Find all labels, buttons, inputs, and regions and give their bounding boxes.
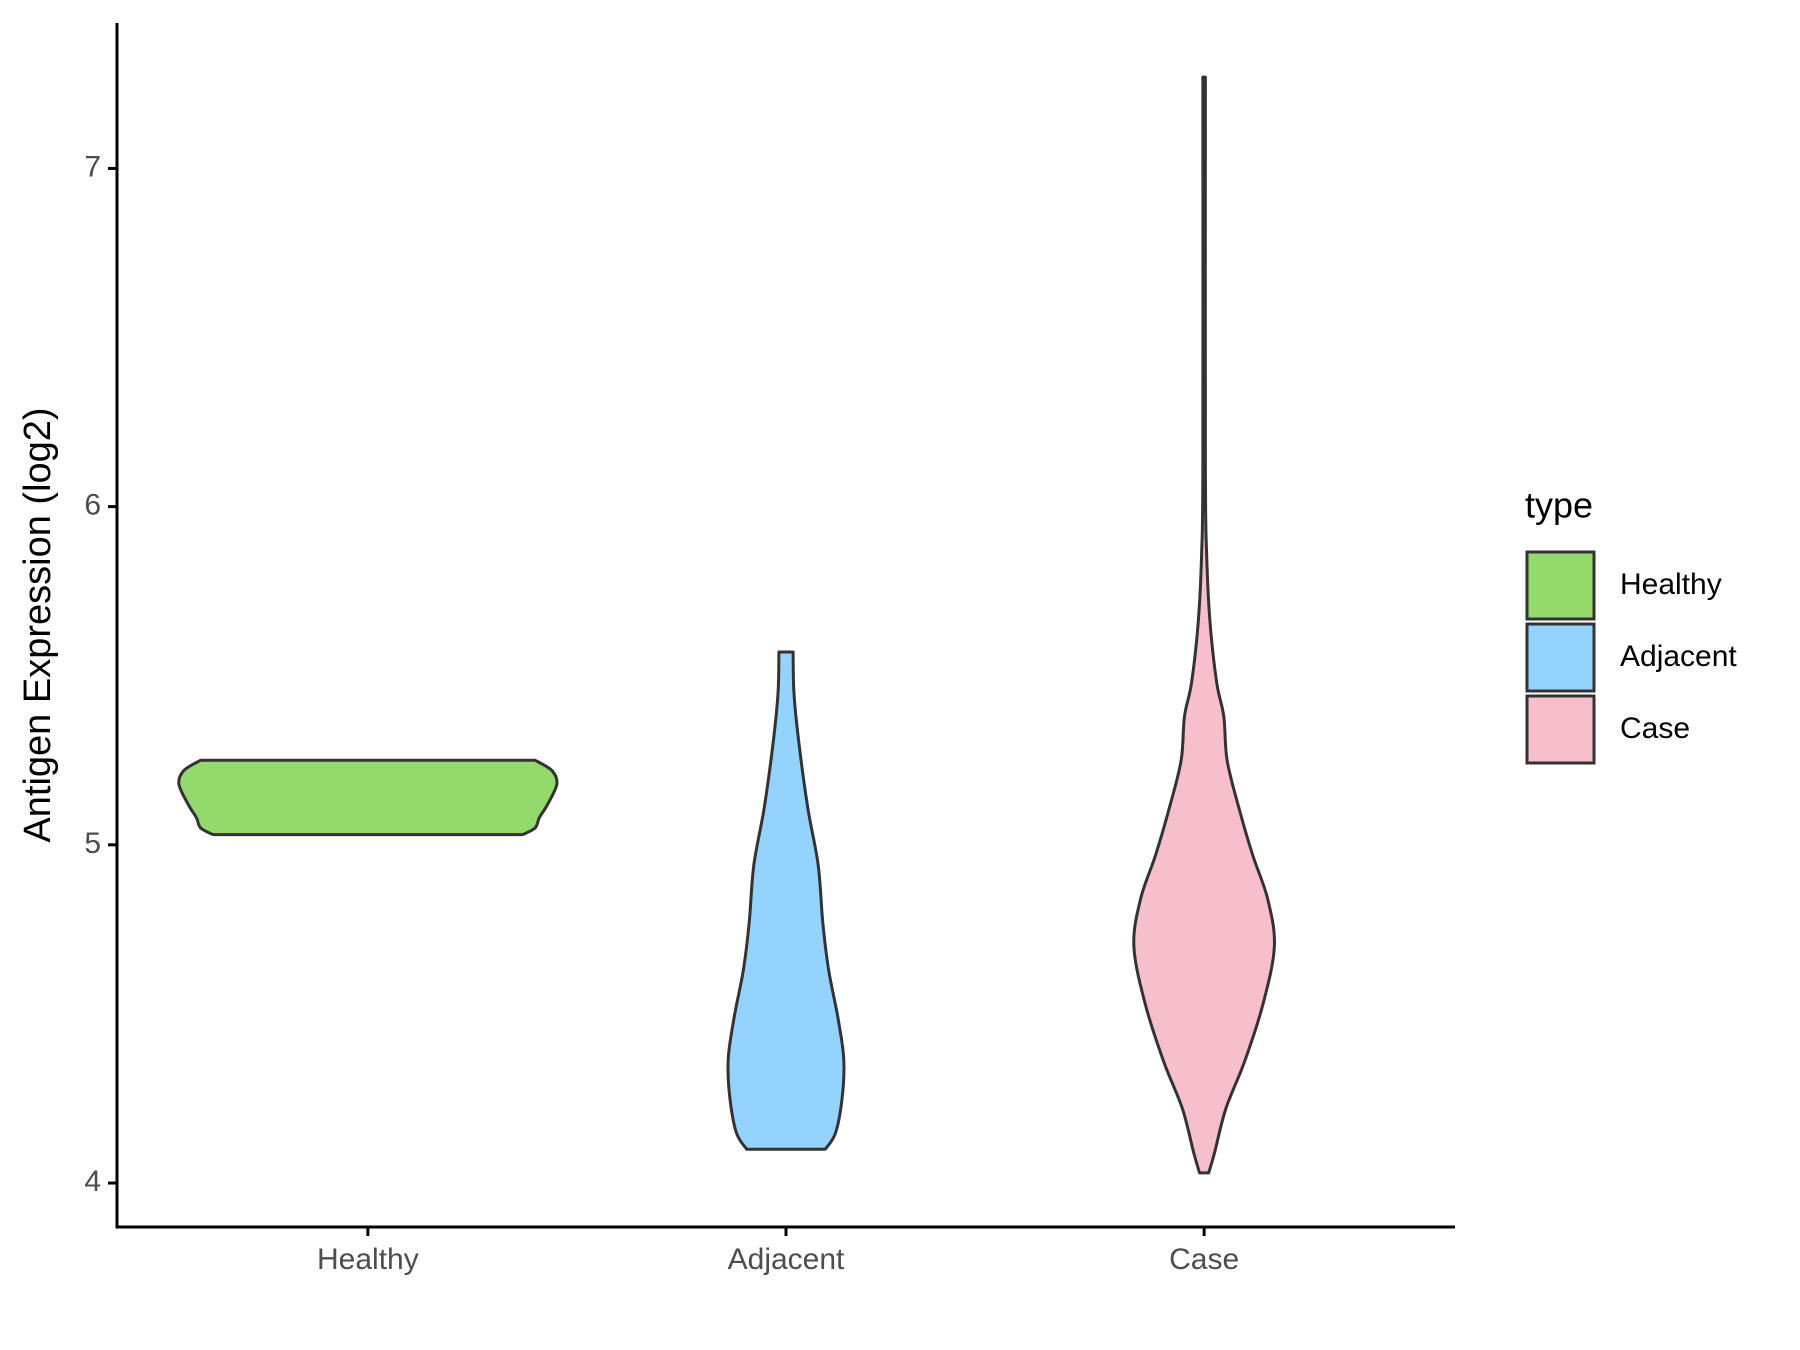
violin [177, 758, 559, 837]
violin [1132, 75, 1276, 1175]
x-tick-label: Case [1169, 1243, 1239, 1276]
y-tick-label: 5 [84, 827, 101, 860]
legend-label: Healthy [1620, 568, 1722, 601]
y-axis-title: Antigen Expression (log2) [17, 407, 59, 842]
legend-label: Adjacent [1620, 640, 1737, 673]
violin [726, 650, 846, 1151]
legend-key [1525, 550, 1596, 621]
legend-title: type [1525, 485, 1593, 526]
x-tick-label: Adjacent [728, 1243, 845, 1276]
legend-key [1525, 622, 1596, 693]
x-tick-label: Healthy [317, 1243, 419, 1276]
y-tick-label: 6 [84, 489, 101, 522]
legend-key [1525, 694, 1596, 765]
y-tick-label: 4 [84, 1165, 101, 1198]
y-tick-label: 7 [84, 150, 101, 183]
legend-label: Case [1620, 712, 1690, 745]
